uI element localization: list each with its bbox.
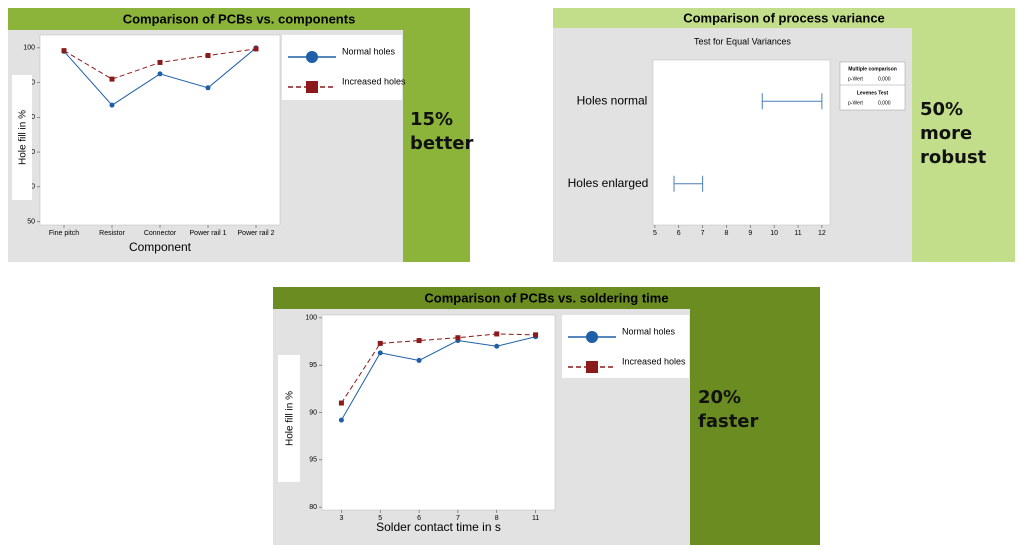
y-label-box bbox=[12, 75, 32, 200]
marker bbox=[494, 331, 500, 337]
legend-marker bbox=[586, 331, 598, 343]
x-tick-label: 5 bbox=[378, 515, 382, 522]
x-tick-label: 11 bbox=[532, 515, 539, 522]
stats-label: p-Wert bbox=[848, 76, 864, 82]
series-line bbox=[340, 333, 536, 404]
y-tick-label: 50 bbox=[27, 218, 35, 225]
marker bbox=[338, 417, 344, 423]
x-tick-label: 5 bbox=[653, 230, 657, 237]
stats-title: Levenes Test bbox=[857, 90, 889, 96]
x-tick-label: Power rail 1 bbox=[190, 230, 227, 237]
y-label-box bbox=[278, 355, 300, 482]
y-tick-label: 80 bbox=[309, 504, 317, 511]
series-line bbox=[340, 336, 536, 421]
stats-box bbox=[839, 61, 906, 111]
x-tick-label: 11 bbox=[794, 230, 801, 237]
stats-value: 0,000 bbox=[878, 100, 891, 106]
chart-title: Comparison of process variance bbox=[683, 10, 885, 25]
marker bbox=[455, 335, 461, 341]
y-tick-label: 100 bbox=[305, 315, 317, 322]
legend-label: Normal holes bbox=[622, 326, 676, 336]
x-tick-label: 7 bbox=[701, 230, 705, 237]
subtitle: Test for Equal Variances bbox=[694, 36, 791, 46]
marker bbox=[416, 338, 422, 344]
x-tick-label: 12 bbox=[818, 230, 826, 237]
y-tick-label: 100 bbox=[23, 45, 35, 52]
legend-label: Normal holes bbox=[342, 46, 396, 56]
y-tick-label: 95 bbox=[309, 362, 317, 369]
x-tick-label: 8 bbox=[495, 515, 499, 522]
plot-area bbox=[39, 34, 281, 226]
category-label: Holes normal bbox=[577, 93, 648, 107]
x-tick-label: 7 bbox=[456, 515, 460, 522]
plot-area bbox=[321, 314, 556, 511]
marker bbox=[109, 102, 115, 108]
title-bar bbox=[8, 8, 470, 30]
marker bbox=[157, 71, 163, 77]
marker bbox=[205, 85, 211, 91]
legend-marker bbox=[306, 51, 318, 63]
marker bbox=[109, 76, 115, 82]
stats-title: Multiple comparison bbox=[848, 66, 897, 72]
legend-label: Increased holes bbox=[342, 76, 406, 86]
marker bbox=[377, 350, 383, 356]
x-tick-label: 8 bbox=[725, 230, 729, 237]
legend-marker bbox=[586, 361, 598, 373]
y-axis-label: Hole fill in % bbox=[285, 391, 296, 446]
annotation: 50% more robust bbox=[920, 99, 987, 168]
stats-label: p-Wert bbox=[848, 100, 864, 106]
x-tick-label: Power rail 2 bbox=[238, 230, 275, 237]
title-bar bbox=[273, 287, 820, 309]
marker bbox=[253, 46, 259, 52]
marker bbox=[533, 332, 539, 338]
x-tick-label: 6 bbox=[417, 515, 421, 522]
marker bbox=[61, 48, 67, 54]
legend-box bbox=[562, 315, 689, 378]
x-tick-label: Connector bbox=[144, 230, 177, 237]
x-tick-label: 9 bbox=[748, 230, 752, 237]
category-label: Holes enlarged bbox=[568, 176, 649, 190]
marker bbox=[416, 357, 422, 363]
stats-value: 0,000 bbox=[878, 76, 891, 82]
x-tick-label: 6 bbox=[677, 230, 681, 237]
x-axis-label: Component bbox=[129, 240, 192, 254]
legend-label: Increased holes bbox=[622, 356, 686, 366]
chart-title: Comparison of PCBs vs. soldering time bbox=[424, 290, 668, 305]
annotation: 20% faster bbox=[698, 387, 759, 432]
plot-area bbox=[652, 59, 831, 226]
marker bbox=[338, 400, 344, 406]
legend-marker bbox=[306, 81, 318, 93]
x-tick-label: Fine pitch bbox=[49, 230, 79, 237]
marker bbox=[377, 340, 383, 346]
y-axis-label: Hole fill in % bbox=[18, 110, 29, 165]
title-bar bbox=[553, 8, 1015, 28]
y-tick-label: 95 bbox=[309, 457, 317, 464]
annotation: 15% better bbox=[410, 109, 474, 154]
x-tick-label: 10 bbox=[770, 230, 778, 237]
chart-title: Comparison of PCBs vs. components bbox=[123, 11, 356, 26]
x-axis-label: Solder contact time in s bbox=[376, 520, 501, 534]
x-tick-label: 3 bbox=[339, 515, 343, 522]
x-tick-label: Resistor bbox=[99, 230, 125, 237]
marker bbox=[157, 59, 163, 65]
marker bbox=[494, 343, 500, 349]
y-tick-label: 90 bbox=[309, 409, 317, 416]
legend-box bbox=[282, 35, 402, 100]
marker bbox=[205, 52, 211, 58]
